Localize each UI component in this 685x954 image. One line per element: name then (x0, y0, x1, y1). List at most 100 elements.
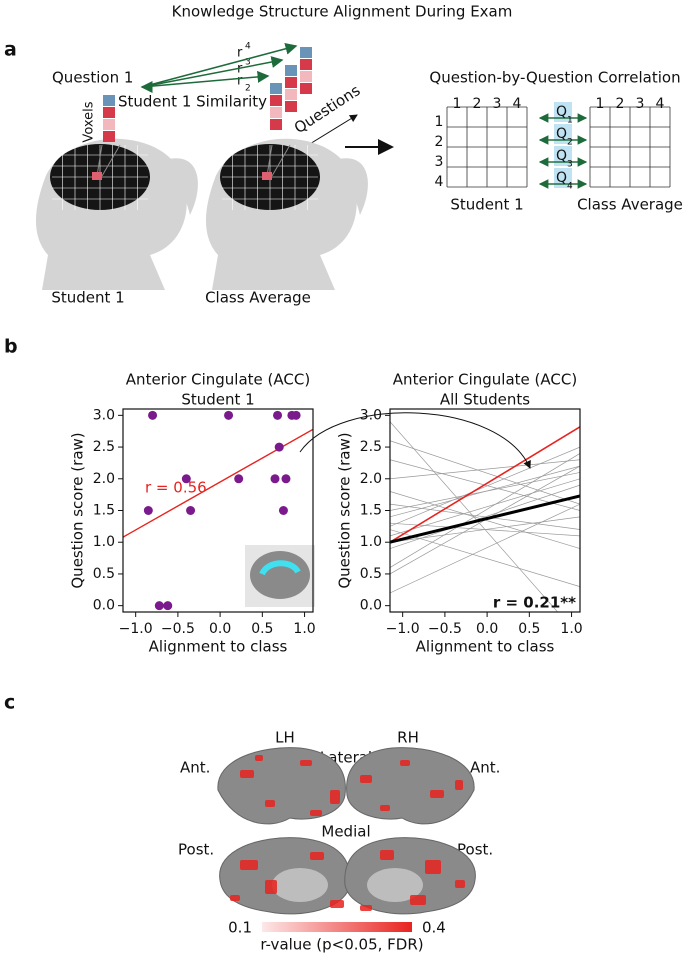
connector (271, 144, 291, 177)
voxel (300, 71, 312, 82)
plot-frame (122, 408, 314, 613)
colorbar-bar (262, 922, 412, 932)
activation (360, 775, 372, 783)
x-tick-label: −0.5 (428, 621, 462, 637)
connector (101, 144, 121, 177)
voxel (103, 131, 115, 142)
voxels-label: Voxels (82, 101, 97, 142)
line (390, 478, 580, 537)
head (35, 138, 198, 290)
column-label: 4 (656, 96, 665, 112)
direction-label: Post. (178, 841, 214, 859)
q-box (554, 146, 572, 166)
voxel (270, 83, 282, 94)
connector (96, 144, 103, 177)
y-tick-label: 0.5 (93, 566, 115, 582)
point (281, 474, 291, 484)
panel-label: c (4, 692, 15, 714)
row-label: 1 (435, 114, 444, 130)
panel-label: a (4, 39, 17, 61)
activation (265, 800, 275, 807)
q-index: 2 (567, 138, 573, 148)
q-index: 4 (567, 182, 573, 192)
r-label: r (237, 46, 243, 61)
colorbar: 0.1 0.4 (228, 919, 446, 937)
y-tick-label: 2.0 (93, 471, 115, 487)
line (390, 446, 580, 527)
voxel (270, 95, 282, 106)
line (390, 453, 580, 568)
link-arrow (299, 412, 531, 469)
activation (430, 790, 444, 798)
r-index: 3 (245, 58, 251, 68)
point (273, 410, 283, 420)
hemisphere-label: RH (397, 729, 419, 747)
plot-frame (389, 408, 581, 613)
q-label: Q (556, 104, 567, 120)
r-index: 4 (245, 42, 251, 52)
line (390, 503, 580, 594)
activation (240, 770, 254, 778)
chart-title: Anterior Cingulate (ACC) (126, 371, 310, 389)
line (390, 459, 580, 480)
column-label: 3 (493, 96, 502, 112)
voxel (285, 77, 297, 88)
medial-wall (367, 868, 423, 902)
voxel (285, 101, 297, 112)
matrix-title: Question-by-Question Correlation (429, 69, 680, 87)
y-tick-label: 3.0 (93, 407, 115, 423)
head (205, 138, 368, 290)
brain-surface (346, 747, 475, 825)
direction-label: Ant. (180, 759, 210, 777)
y-tick-label: 2.5 (360, 439, 382, 455)
point (148, 410, 158, 420)
x-tick-label: 0.5 (251, 621, 273, 637)
r-index: 2 (245, 84, 251, 94)
q-label: Q (556, 148, 567, 164)
voxel (270, 107, 282, 118)
line (390, 472, 580, 511)
inset-brain (250, 551, 310, 599)
ponytail (335, 158, 368, 215)
matrix-label: Student 1 (450, 196, 523, 214)
row-label: 4 (435, 174, 444, 190)
voxel (103, 119, 115, 130)
line (390, 421, 559, 612)
point (274, 442, 284, 452)
column-label: 2 (473, 96, 482, 112)
x-axis-label: Alignment to class (416, 638, 555, 656)
activation (300, 760, 312, 766)
x-tick-label: 0.0 (209, 621, 231, 637)
q-box (554, 102, 572, 122)
y-tick-label: 0.5 (360, 566, 382, 582)
point (181, 474, 191, 484)
point (143, 506, 153, 515)
q-index: 1 (567, 116, 573, 126)
figure-title: Knowledge Structure Alignment During Exa… (172, 3, 513, 21)
line (390, 440, 580, 505)
column-label: 1 (596, 96, 605, 112)
x-tick-label: −1.0 (119, 621, 153, 637)
activation (455, 780, 463, 790)
activation (330, 900, 344, 908)
voxel (103, 107, 115, 118)
y-axis-label: Question score (raw) (69, 432, 87, 588)
activation (400, 760, 410, 766)
y-tick-label: 0.0 (360, 598, 382, 614)
charts: Anterior Cingulate (ACC) Student 1 Alignme… (69, 371, 583, 656)
point (163, 601, 173, 611)
y-tick-label: 0.0 (93, 598, 115, 614)
activation (330, 790, 340, 804)
q-box (554, 168, 572, 188)
point (224, 410, 234, 420)
connector (266, 144, 273, 177)
voxel (300, 47, 312, 58)
point (270, 474, 280, 484)
annotation: r = 0.56 (145, 479, 207, 497)
x-tick-label: −1.0 (386, 621, 420, 637)
y-tick-label: 1.5 (93, 503, 115, 519)
point (291, 410, 301, 420)
point (154, 601, 164, 611)
